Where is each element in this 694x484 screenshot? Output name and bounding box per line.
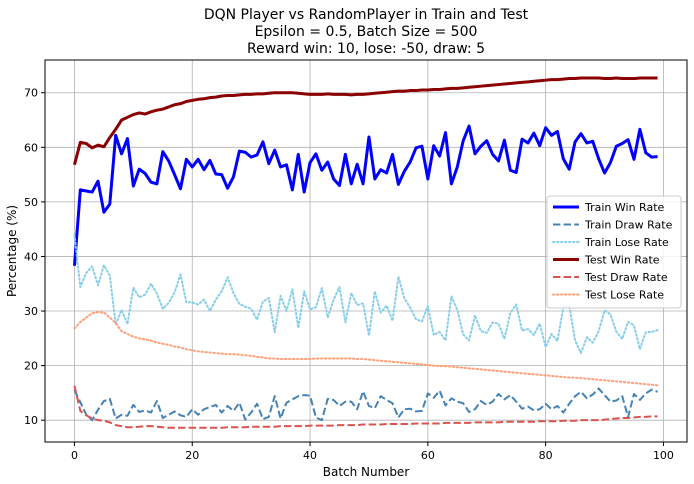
series-line-test-lose-rate — [73, 311, 659, 387]
chart-title: DQN Player vs RandomPlayer in Train and … — [204, 7, 529, 57]
y-axis-label: Percentage (%) — [5, 205, 19, 297]
y-tick-label: 60 — [24, 141, 38, 154]
x-tick-label: 20 — [185, 449, 199, 462]
plot-frame — [44, 59, 688, 443]
y-tick-label: 10 — [24, 414, 38, 427]
series-line-train-lose-rate — [73, 233, 659, 355]
y-tick-label: 20 — [24, 360, 38, 373]
x-tick-label: 40 — [303, 449, 317, 462]
x-tick-label: 0 — [71, 449, 78, 462]
legend-label: Train Draw Rate — [584, 219, 673, 232]
y-tick-label: 50 — [24, 196, 38, 209]
y-tick-label: 70 — [24, 87, 38, 100]
series-lines — [72, 76, 659, 429]
y-tick-label: 30 — [24, 305, 38, 318]
series-line-train-draw-rate — [73, 387, 658, 422]
x-tick-label: 60 — [421, 449, 435, 462]
chart-title-line-2: Epsilon = 0.5, Batch Size = 500 — [255, 24, 478, 40]
axis-ticks: 0 20 40 60 80 100 10 20 30 40 50 60 70 — [24, 87, 674, 462]
series-line-test-win-rate — [72, 76, 658, 166]
legend-label: Test Lose Rate — [584, 289, 664, 302]
legend: Train Win Rate Train Draw Rate Train Lose … — [546, 195, 682, 309]
legend-label: Test Win Rate — [584, 254, 660, 267]
legend-label: Train Win Rate — [584, 201, 665, 214]
series-line-test-draw-rate — [73, 385, 658, 429]
y-tick-label: 40 — [24, 250, 38, 263]
series-line-train-win-rate — [72, 124, 658, 266]
x-axis-label: Batch Number — [323, 465, 410, 479]
legend-label: Train Lose Rate — [584, 236, 669, 249]
chart-title-line-1: DQN Player vs RandomPlayer in Train and … — [204, 7, 529, 23]
x-tick-label: 80 — [539, 449, 553, 462]
legend-box — [546, 195, 682, 309]
chart-title-line-3: Reward win: 10, lose: -50, draw: 5 — [247, 41, 485, 57]
legend-label: Test Draw Rate — [584, 271, 668, 284]
x-tick-label: 100 — [653, 449, 674, 462]
